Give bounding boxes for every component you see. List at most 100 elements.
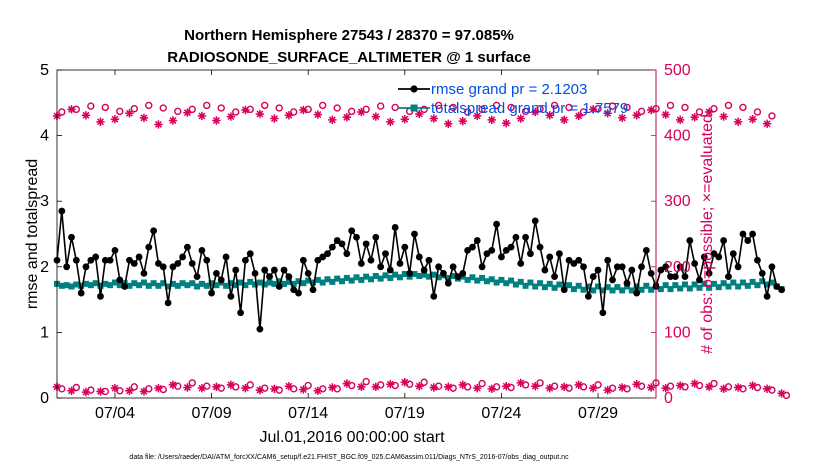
obs-low-evaluated-point: [357, 382, 366, 392]
obs-evaluated-point: [357, 107, 366, 117]
obs-evaluated-point: [386, 117, 395, 127]
obs-low-evaluated-point: [762, 384, 772, 394]
rmse-point: [444, 279, 452, 287]
rmse-point: [116, 276, 124, 284]
spread-point: [155, 282, 162, 289]
rmse-point: [580, 263, 587, 271]
x-tick-label: 07/14: [288, 405, 328, 422]
obs-low-evaluated-point: [96, 387, 105, 396]
rmse-point: [594, 266, 602, 274]
obs-possible-point: [608, 102, 617, 110]
rmse-point: [155, 260, 162, 267]
obs-low-evaluated-point: [487, 384, 496, 394]
obs-low-evaluated-point: [270, 384, 279, 394]
rmse-point: [169, 263, 177, 271]
rmse-point: [715, 253, 723, 261]
rmse-point: [551, 273, 558, 281]
obs-low-evaluated-point: [516, 378, 525, 388]
obs-low-evaluated-point: [429, 383, 438, 392]
totalspread-series-group: [54, 271, 785, 294]
rmse-point: [270, 266, 278, 274]
spread-point: [82, 280, 89, 287]
spread-point: [377, 275, 384, 282]
obs-low-evaluated-point: [255, 385, 265, 395]
rmse-point: [570, 260, 578, 267]
obs-possible-point: [536, 105, 544, 113]
rmse-point: [584, 292, 592, 300]
obs-evaluated-point: [690, 113, 699, 122]
spread-point: [300, 280, 307, 287]
rmse-point: [164, 299, 172, 307]
rmse-point: [483, 250, 491, 258]
rmse-point: [667, 273, 674, 281]
rmse-point: [372, 233, 380, 241]
obs-low-evaluated-point: [589, 383, 598, 393]
footer-data-file: data file: /Users/raeder/DAI/ATM_forcXX/…: [129, 454, 569, 461]
obs-possible-point: [376, 102, 385, 110]
rmse-point: [232, 266, 240, 274]
rmse-point: [406, 269, 414, 277]
obs-low-evaluated-point: [284, 381, 294, 391]
x-tick-label: 07/04: [95, 405, 135, 422]
obs-possible-point: [203, 101, 211, 110]
rmse-point: [121, 283, 129, 290]
obs-possible-point: [681, 103, 689, 112]
obs-evaluated-point: [574, 111, 583, 121]
rmse-point: [58, 207, 66, 215]
spread-point: [252, 281, 259, 288]
obs-low-evaluated-point: [661, 383, 670, 393]
rmse-point: [662, 263, 670, 271]
rmse-point: [411, 230, 418, 238]
obs-possible-point: [232, 108, 240, 116]
spread-point: [266, 279, 273, 286]
rmse-point: [309, 286, 317, 294]
spread-point: [421, 271, 428, 278]
spread-point: [324, 276, 331, 283]
right-y-axis-label: # of obs: o=possible; ×=evaluated: [699, 114, 716, 354]
spread-point: [580, 286, 587, 293]
obs-evaluated-point: [719, 112, 728, 121]
rmse-point: [628, 266, 636, 274]
rmse-point: [700, 253, 708, 261]
obs-possible-point: [101, 103, 110, 112]
left-y-axis-label: rmse and totalspread: [24, 159, 41, 309]
spread-point: [358, 276, 365, 283]
rmse-point: [213, 269, 220, 277]
rmse-point: [68, 233, 75, 241]
obs-possible-point: [579, 108, 588, 116]
rmse-point: [174, 260, 182, 267]
rmse-point: [237, 309, 244, 317]
obs-evaluated-point: [675, 115, 685, 125]
spread-point: [242, 282, 249, 289]
obs-evaluated-point: [154, 120, 163, 129]
obs-low-possible-point: [739, 385, 747, 393]
spread-point: [276, 278, 283, 285]
rmse-point: [498, 253, 505, 261]
spread-point: [290, 280, 297, 287]
obs-evaluated-point: [212, 116, 221, 125]
spread-point: [696, 284, 703, 291]
left-y-tick-label: 5: [40, 62, 49, 79]
obs-evaluated-point: [183, 108, 192, 117]
obs-evaluated-point: [226, 112, 236, 121]
rmse-point: [541, 266, 549, 274]
rmse-point: [522, 233, 529, 241]
spread-point: [474, 277, 481, 284]
obs-low-evaluated-point: [400, 378, 410, 387]
obs-evaluated-point: [96, 117, 105, 127]
spread-point: [667, 286, 674, 293]
obs-evaluated-point: [67, 105, 76, 114]
obs-evaluated-point: [762, 119, 772, 128]
rmse-point: [420, 266, 428, 274]
obs-low-possible-point: [710, 379, 718, 388]
spread-point: [464, 276, 471, 283]
right-y-tick-label: 500: [664, 62, 691, 79]
spread-point: [392, 271, 399, 278]
obs-evaluated-point: [328, 115, 337, 125]
spread-point: [165, 283, 172, 290]
rmse-point: [246, 250, 254, 258]
rmse-point: [97, 292, 104, 300]
spread-point: [78, 282, 85, 289]
rmse-point: [251, 269, 259, 277]
rmse-point: [367, 256, 375, 264]
